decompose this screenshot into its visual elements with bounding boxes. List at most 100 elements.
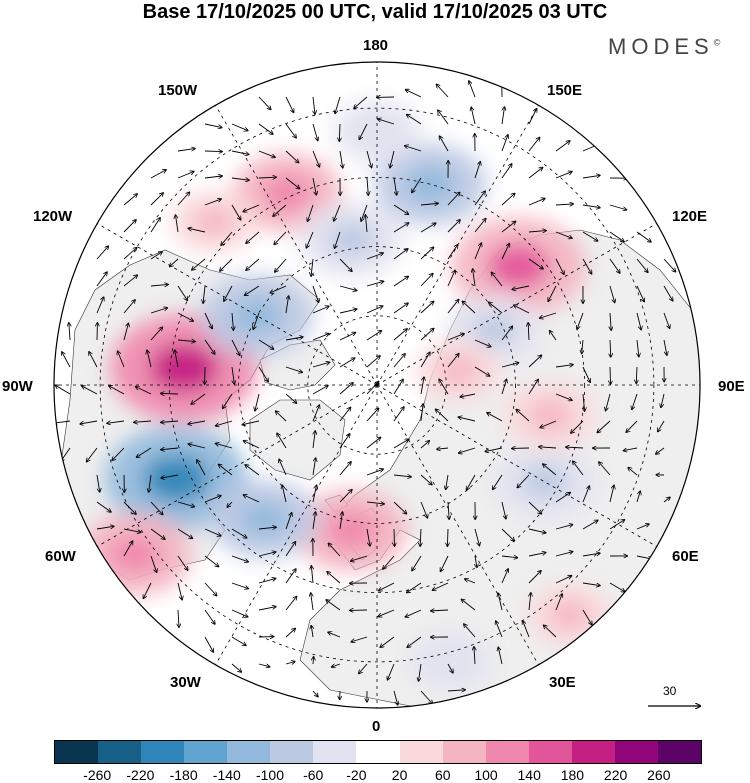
- latitude-circle: [307, 315, 447, 455]
- wind-vector: [420, 501, 427, 518]
- wind-vector: [123, 501, 136, 514]
- wind-vector: [555, 141, 570, 152]
- anomaly-core: [325, 512, 378, 549]
- anomaly-core: [193, 207, 234, 237]
- wind-vector: [420, 690, 432, 704]
- wind-vector: [388, 663, 395, 680]
- wind-vector: [474, 647, 475, 665]
- wind-vector: [464, 624, 476, 638]
- wind-vector: [523, 621, 530, 638]
- wind-vector: [437, 448, 449, 449]
- wind-vector: [123, 541, 133, 557]
- wind-vector: [123, 220, 136, 233]
- wind-vector: [475, 555, 477, 567]
- wind-vector: [192, 258, 206, 270]
- wind-vector: [89, 352, 98, 368]
- wind-vector: [582, 204, 600, 208]
- wind-vector: [448, 501, 449, 519]
- wind-vector: [583, 393, 585, 411]
- wind-vector: [555, 493, 570, 503]
- wind-vector: [447, 663, 453, 673]
- wind-vector: [555, 552, 572, 557]
- wind-vector: [528, 258, 543, 269]
- wind-vector: [359, 123, 368, 139]
- wind-vector: [555, 258, 564, 274]
- wind-vector: [178, 609, 179, 627]
- wind-vector: [354, 96, 368, 108]
- colorbar-tick-label: -20: [346, 767, 367, 783]
- wind-vector: [582, 553, 600, 557]
- wind-vector: [134, 421, 152, 422]
- wind-vector: [270, 285, 287, 293]
- wind-vector: [656, 447, 665, 454]
- wind-vector: [308, 204, 314, 221]
- wind-vector: [555, 525, 572, 530]
- wind-vector: [606, 393, 611, 410]
- wind-vector: [177, 285, 187, 300]
- meridian-line: [376, 223, 657, 386]
- lon-label-150e: 150E: [547, 82, 583, 99]
- wind-vector: [204, 312, 212, 328]
- wind-vector: [555, 393, 572, 400]
- wind-vector: [312, 285, 318, 302]
- wind-vector: [663, 339, 667, 355]
- wind-vector: [277, 434, 287, 449]
- wind-vector: [420, 247, 433, 260]
- wind-vector: [232, 312, 233, 330]
- wind-vector: [393, 475, 411, 477]
- wind-vector: [393, 303, 408, 314]
- wind-vector: [582, 175, 600, 179]
- wind-vector: [311, 258, 313, 276]
- wind-vector: [661, 393, 665, 407]
- wind-vector: [366, 408, 378, 422]
- wind-vector: [366, 306, 383, 314]
- wind-vector: [223, 393, 233, 408]
- wind-vector: [275, 258, 287, 272]
- wind-vector: [493, 474, 503, 489]
- anomaly-core: [327, 222, 376, 257]
- wind-vector: [123, 194, 137, 206]
- wind-vector: [366, 253, 383, 260]
- wind-vector: [514, 305, 530, 314]
- wind-vector: [231, 528, 247, 538]
- anomaly-core: [472, 314, 517, 346]
- wind-vector: [123, 300, 135, 314]
- wind-vector: [420, 377, 424, 395]
- wind-vector: [246, 231, 260, 243]
- wind-vector: [339, 258, 352, 271]
- wind-vector: [312, 485, 316, 503]
- wind-vector: [313, 96, 315, 114]
- lon-label-90e: 90E: [718, 378, 745, 395]
- wind-vector: [383, 555, 395, 569]
- wind-vector: [123, 248, 137, 260]
- wind-vector: [258, 607, 276, 611]
- colorbar-segment: [356, 741, 400, 763]
- wind-vector: [243, 204, 260, 212]
- colorbar-segment: [399, 741, 443, 763]
- wind-vector: [582, 520, 598, 530]
- wind-vector: [161, 421, 179, 422]
- wind-vector: [419, 663, 422, 681]
- colorbar-tick-label: 260: [647, 767, 671, 783]
- wind-vector: [161, 393, 179, 394]
- wind-vector: [339, 434, 350, 449]
- meridian-line: [376, 384, 539, 665]
- wind-vector: [188, 444, 206, 449]
- wind-vector: [540, 420, 557, 428]
- wind-vector: [440, 136, 449, 152]
- wind-vector: [609, 285, 615, 302]
- wind-vector: [582, 366, 590, 382]
- wind-vector: [471, 107, 476, 125]
- wind-vector: [231, 609, 248, 617]
- anomaly-core: [549, 600, 590, 629]
- wind-vector: [245, 465, 260, 476]
- wind-vector: [334, 204, 341, 221]
- wind-vector: [312, 123, 318, 140]
- colorbar-segment: [98, 741, 142, 763]
- wind-vector: [609, 204, 626, 210]
- wind-vector: [474, 219, 486, 233]
- wind-vector: [496, 621, 503, 638]
- wind-vector: [366, 281, 383, 287]
- wind-vector: [150, 528, 165, 539]
- wind-vector: [161, 474, 179, 478]
